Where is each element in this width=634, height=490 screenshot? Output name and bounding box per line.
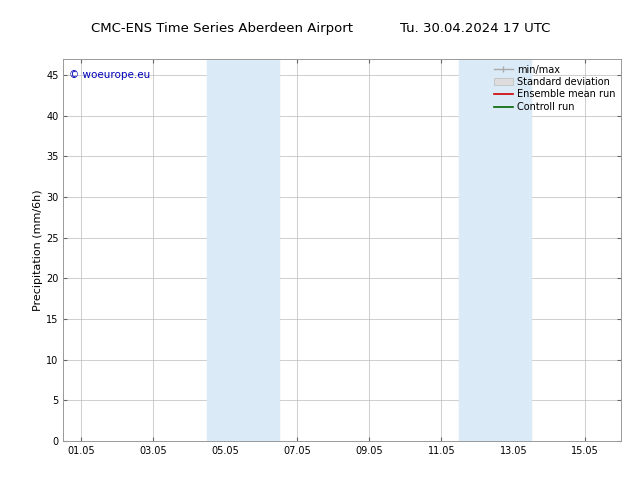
Y-axis label: Precipitation (mm/6h): Precipitation (mm/6h) — [33, 189, 43, 311]
Legend: min/max, Standard deviation, Ensemble mean run, Controll run: min/max, Standard deviation, Ensemble me… — [491, 62, 618, 115]
Bar — [207, 59, 280, 441]
Bar — [460, 59, 531, 441]
Text: Tu. 30.04.2024 17 UTC: Tu. 30.04.2024 17 UTC — [400, 22, 551, 35]
Text: © woeurope.eu: © woeurope.eu — [69, 70, 150, 80]
Text: CMC-ENS Time Series Aberdeen Airport: CMC-ENS Time Series Aberdeen Airport — [91, 22, 353, 35]
